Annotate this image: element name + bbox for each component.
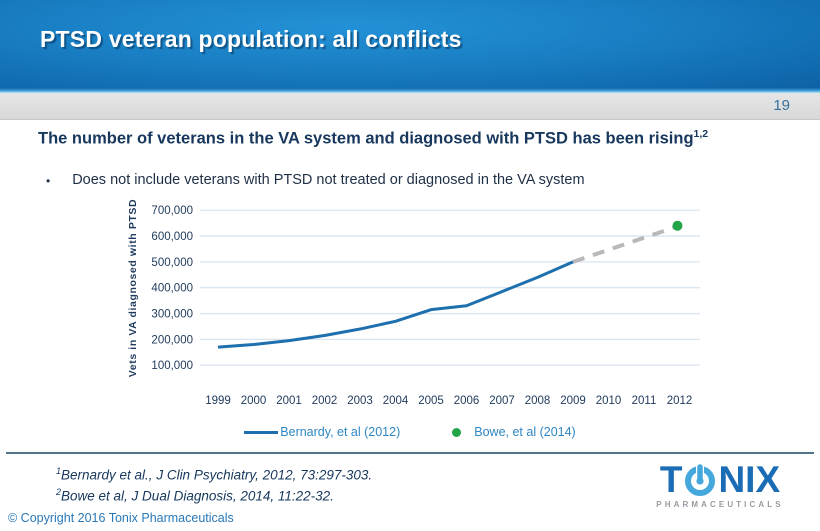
logo-letters-nix: NIX: [718, 458, 781, 500]
body-heading: The number of veterans in the VA system …: [38, 128, 778, 149]
footnote-2: 2Bowe et al, J Dual Diagnosis, 2014, 11:…: [56, 486, 372, 507]
svg-text:2009: 2009: [560, 395, 586, 407]
legend-item-bowe: Bowe, et al (2014): [452, 425, 576, 439]
svg-text:2007: 2007: [489, 395, 515, 407]
bullet-text: Does not include veterans with PTSD not …: [72, 172, 585, 188]
slide-title: PTSD veteran population: all conflicts: [40, 26, 462, 52]
svg-text:2004: 2004: [383, 395, 409, 407]
footer-divider: [6, 452, 814, 454]
svg-text:2003: 2003: [347, 395, 373, 407]
tonix-logo-wordmark: T NIX: [634, 459, 806, 499]
svg-text:2010: 2010: [596, 395, 622, 407]
header-highlight-strip: [0, 88, 820, 93]
svg-text:600,000: 600,000: [151, 231, 193, 243]
legend-line-swatch: [244, 430, 279, 434]
svg-text:2011: 2011: [632, 395, 657, 407]
legend-label: Bernardy, et al (2012): [280, 425, 401, 439]
page-number: 19: [773, 97, 790, 114]
ptsd-trend-chart: 100,000 200,000 300,000 400,000 500,000 600,0…: [100, 195, 720, 415]
bullet-item: • Does not include veterans with PTSD no…: [46, 172, 766, 190]
footnotes: 1Bernardy et al., J Clin Psychiatry, 201…: [56, 465, 372, 507]
slide-header: PTSD veteran population: all conflicts: [0, 0, 820, 88]
body-heading-text: The number of veterans in the VA system …: [38, 129, 694, 148]
bullet-glyph: •: [46, 174, 51, 188]
tonix-logo: T NIX PHARMACEUTICALS: [634, 459, 806, 510]
svg-text:400,000: 400,000: [151, 283, 193, 295]
footnote-1: 1Bernardy et al., J Clin Psychiatry, 201…: [56, 465, 372, 486]
footnote-superscript: 2: [56, 486, 62, 497]
svg-text:1999: 1999: [205, 395, 231, 407]
copyright-text: © Copyright 2016 Tonix Pharmaceuticals: [8, 511, 234, 525]
legend-label: Bowe, et al (2014): [474, 425, 576, 439]
svg-text:2012: 2012: [667, 395, 693, 407]
page-number-band: [0, 93, 820, 120]
svg-text:200,000: 200,000: [151, 334, 193, 346]
line-chart-svg: 100,000 200,000 300,000 400,000 500,000 600,0…: [127, 199, 700, 407]
legend-dot-swatch: [452, 427, 462, 437]
footnote-superscript: 1: [56, 466, 62, 476]
svg-text:500,000: 500,000: [151, 257, 193, 269]
svg-text:2008: 2008: [525, 395, 551, 407]
heading-superscript: 1,2: [693, 128, 709, 140]
svg-text:700,000: 700,000: [151, 205, 193, 217]
svg-text:2005: 2005: [418, 395, 444, 407]
svg-text:100,000: 100,000: [151, 360, 193, 372]
svg-text:300,000: 300,000: [151, 309, 193, 321]
svg-text:2000: 2000: [241, 395, 267, 407]
logo-subtitle: PHARMACEUTICALS: [656, 500, 784, 509]
svg-text:2001: 2001: [276, 395, 302, 407]
footnote-text: Bowe et al, J Dual Diagnosis, 2014, 11:2…: [61, 488, 334, 504]
chart-legend: Bernardy, et al (2012) Bowe, et al (2014…: [100, 421, 720, 443]
svg-text:2002: 2002: [312, 395, 338, 407]
footnote-text: Bernardy et al., J Clin Psychiatry, 2012…: [61, 467, 373, 483]
svg-text:Vets in VA diagnosed with PTSD: Vets in VA diagnosed with PTSD: [127, 199, 139, 377]
svg-text:2006: 2006: [454, 395, 480, 407]
power-button-icon: [685, 463, 716, 496]
legend-item-bernardy: Bernardy, et al (2012): [244, 425, 400, 439]
logo-letter-t: T: [659, 458, 683, 500]
